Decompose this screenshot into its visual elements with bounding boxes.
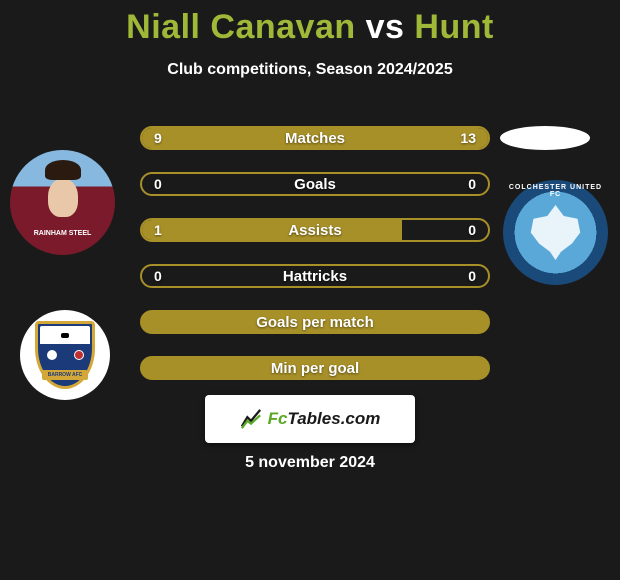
subtitle: Club competitions, Season 2024/2025	[0, 61, 620, 79]
brand-text: FcTables.com	[268, 409, 381, 429]
stat-right-value: 0	[468, 268, 476, 284]
player2-name: Hunt	[414, 8, 493, 46]
eagle-icon	[528, 205, 583, 260]
stat-row: 0 Goals 0	[140, 172, 490, 196]
date-label: 5 november 2024	[0, 454, 620, 472]
shield-top	[40, 326, 90, 344]
stat-label: Min per goal	[271, 360, 359, 377]
stat-left-value: 0	[154, 268, 162, 284]
brand-prefix: Fc	[268, 409, 288, 428]
stat-bars: 9 Matches 13 0 Goals 0 1 Assists 0 0 Hattricks 0 Goa…	[140, 126, 490, 402]
brand-suffix: Tables.com	[287, 409, 380, 428]
stat-row: Goals per match	[140, 310, 490, 334]
brand-badge[interactable]: FcTables.com	[205, 395, 415, 443]
player2-club-crest: COLCHESTER UNITED FC	[503, 180, 608, 285]
stat-right-value: 0	[468, 176, 476, 192]
player1-club-crest: BARROW AFC	[20, 310, 110, 400]
bar-track: 0 Hattricks 0	[140, 264, 490, 288]
bar-track: 0 Goals 0	[140, 172, 490, 196]
bar-left-fill	[142, 220, 402, 240]
stat-right-value: 0	[468, 222, 476, 238]
stat-label: Hattricks	[283, 268, 347, 285]
bar-track: 1 Assists 0	[140, 218, 490, 242]
stat-label: Assists	[288, 222, 341, 239]
chart-icon	[240, 408, 262, 430]
stat-row: 0 Hattricks 0	[140, 264, 490, 288]
bar-track: Min per goal	[140, 356, 490, 380]
stat-left-value: 9	[154, 130, 162, 146]
shield-mid	[38, 350, 92, 360]
stat-label: Matches	[285, 130, 345, 147]
crest-ring-text: COLCHESTER UNITED FC	[503, 184, 608, 198]
stat-row: Min per goal	[140, 356, 490, 380]
avatar-head	[48, 179, 78, 217]
stat-row: 9 Matches 13	[140, 126, 490, 150]
stat-left-value: 1	[154, 222, 162, 238]
player1-avatar: RAINHAM STEEL	[10, 150, 115, 255]
shield-icon: BARROW AFC	[35, 321, 95, 389]
stat-right-value: 13	[460, 130, 476, 146]
player2-avatar	[500, 126, 590, 150]
page-title: Niall Canavan vs Hunt	[0, 0, 620, 47]
jersey-sponsor: RAINHAM STEEL	[34, 230, 92, 237]
comparison-card: Niall Canavan vs Hunt Club competitions,…	[0, 0, 620, 580]
stat-label: Goals per match	[256, 314, 374, 331]
stat-row: 1 Assists 0	[140, 218, 490, 242]
player1-name: Niall Canavan	[126, 8, 355, 46]
avatar-hair	[45, 160, 81, 180]
vs-label: vs	[366, 8, 405, 46]
bar-left-fill	[142, 128, 284, 148]
crest-banner: BARROW AFC	[42, 370, 88, 380]
stat-label: Goals	[294, 176, 336, 193]
stat-left-value: 0	[154, 176, 162, 192]
bar-track: Goals per match	[140, 310, 490, 334]
bar-track: 9 Matches 13	[140, 126, 490, 150]
